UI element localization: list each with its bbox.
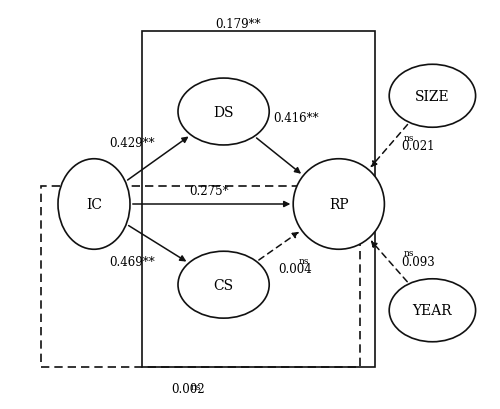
Text: RP: RP xyxy=(329,198,348,211)
Ellipse shape xyxy=(178,252,269,318)
Text: YEAR: YEAR xyxy=(412,303,452,317)
Text: 0.416**: 0.416** xyxy=(273,112,318,125)
Ellipse shape xyxy=(389,65,476,128)
Text: ns: ns xyxy=(404,133,414,142)
Ellipse shape xyxy=(58,160,130,249)
Text: 0.021: 0.021 xyxy=(401,140,434,153)
Text: 0.004: 0.004 xyxy=(278,263,312,276)
Text: DS: DS xyxy=(214,105,234,119)
Text: 0.469**: 0.469** xyxy=(110,255,156,268)
Text: ns: ns xyxy=(404,248,414,257)
Text: 0.275*: 0.275* xyxy=(190,184,229,197)
Ellipse shape xyxy=(178,79,269,146)
Ellipse shape xyxy=(293,160,384,249)
Bar xyxy=(142,32,375,367)
Bar xyxy=(41,187,360,367)
Text: SIZE: SIZE xyxy=(415,90,450,103)
Text: 0.093: 0.093 xyxy=(401,255,435,268)
Ellipse shape xyxy=(389,279,476,342)
Text: 0.002: 0.002 xyxy=(171,382,204,395)
Text: 0.429**: 0.429** xyxy=(110,137,155,150)
Text: ns: ns xyxy=(298,256,309,265)
Text: IC: IC xyxy=(86,198,102,211)
Text: 0.179**: 0.179** xyxy=(215,18,261,31)
Text: ns: ns xyxy=(190,382,201,391)
Text: CS: CS xyxy=(214,278,234,292)
